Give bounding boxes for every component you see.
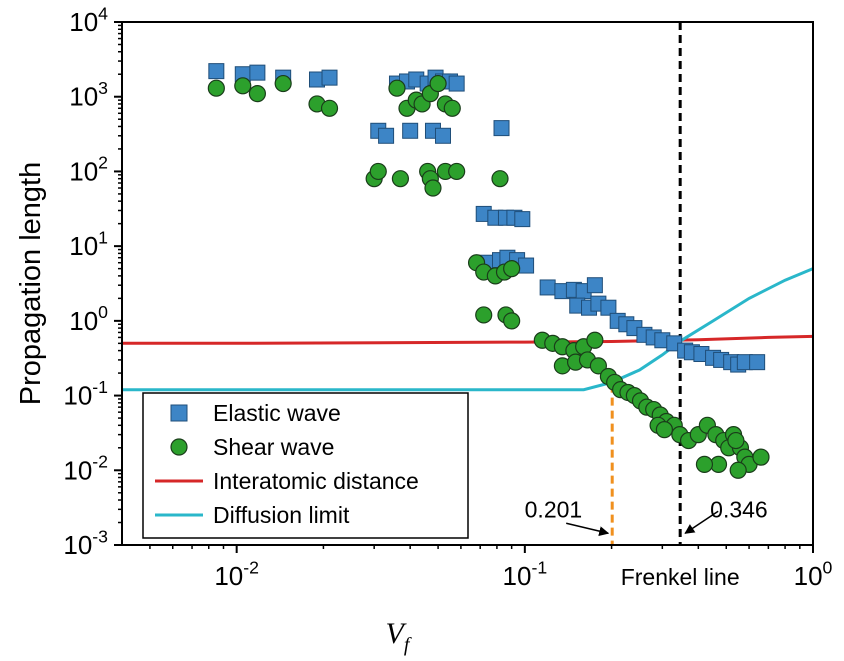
shear-wave-point <box>491 170 509 188</box>
y-tick-label: 103 <box>69 78 108 112</box>
legend-label: Diffusion limit <box>213 502 350 528</box>
crossing-arrow <box>566 522 610 537</box>
shear-wave-point <box>503 260 521 278</box>
shear-wave-point <box>207 79 225 97</box>
shear-wave-point <box>424 179 442 197</box>
shear-wave-point <box>727 431 745 450</box>
y-tick-label: 104 <box>69 3 108 37</box>
y-axis-title: Propagation length <box>15 162 47 405</box>
plot-area <box>122 22 813 545</box>
y-tick-label: 10-3 <box>63 526 108 560</box>
elastic-wave-point <box>518 257 535 274</box>
shear-wave-point <box>388 79 406 97</box>
frenkel-arrow <box>684 510 719 534</box>
crossing-value-label: 0.201 <box>525 496 583 522</box>
legend: Elastic wave Shear wave Interatomic distan… <box>142 392 469 539</box>
elastic-wave-point <box>514 211 531 228</box>
x-tick-label: 10-1 <box>503 557 548 591</box>
elastic-wave-point <box>434 127 451 144</box>
y-tick-label: 101 <box>69 227 108 261</box>
shear-wave-point <box>448 162 466 181</box>
shear-wave-point <box>429 74 447 93</box>
elastic-wave-point <box>448 75 465 92</box>
frenkel-value-label: 0.346 <box>710 496 768 522</box>
series-line-1 <box>122 267 813 392</box>
frenkel-line-label: Frenkel line <box>621 564 740 590</box>
shear-wave-point <box>729 461 747 479</box>
legend-swatch-shear <box>170 438 188 456</box>
y-tick-label: 10-1 <box>63 377 108 411</box>
series-line-0 <box>122 334 813 345</box>
legend-label: Shear wave <box>213 434 334 460</box>
shear-wave-point <box>443 99 461 117</box>
shear-wave-point <box>589 357 607 375</box>
elastic-wave-point <box>249 64 266 81</box>
shear-wave-point <box>369 162 387 181</box>
axes: 10-3 10-2 10-1 100 101 102 103 104 10-2 10-1 100 Pr… <box>15 3 833 656</box>
legend-label: Interatomic distance <box>213 468 419 494</box>
shear-wave-point <box>475 306 493 324</box>
elastic-wave-point <box>321 69 338 86</box>
x-tick-label: 10-2 <box>214 557 259 591</box>
shear-wave-point <box>695 455 714 473</box>
y-tick-label: 10-2 <box>63 452 108 486</box>
elastic-wave-point <box>600 299 617 316</box>
shear-wave-point <box>234 77 252 95</box>
elastic-wave-point <box>586 277 603 294</box>
shear-wave-point <box>586 331 604 349</box>
elastic-wave-point <box>539 279 556 296</box>
shear-wave-point <box>274 74 292 93</box>
elastic-wave-point <box>378 127 395 144</box>
x-tick-label: 100 <box>794 557 833 591</box>
shear-wave-point <box>391 170 410 188</box>
shear-wave-point <box>320 99 339 117</box>
legend-label: Elastic wave <box>213 400 341 426</box>
elastic-wave-point <box>208 63 225 80</box>
elastic-wave-point <box>493 120 510 137</box>
shear-wave-point <box>503 312 521 330</box>
legend-swatch-elastic <box>170 404 188 422</box>
plot-frame <box>121 21 814 546</box>
shear-wave-point <box>248 85 266 103</box>
y-tick-label: 100 <box>69 302 108 336</box>
annotations: Frenkel line 0.201 0.346 <box>525 496 768 590</box>
shear-wave-point <box>752 448 770 466</box>
y-tick-label: 102 <box>69 153 108 187</box>
x-axis-title: Vf <box>386 617 412 656</box>
shear-wave-point <box>655 421 673 439</box>
elastic-wave-point <box>749 354 766 371</box>
elastic-wave-point <box>402 122 419 139</box>
